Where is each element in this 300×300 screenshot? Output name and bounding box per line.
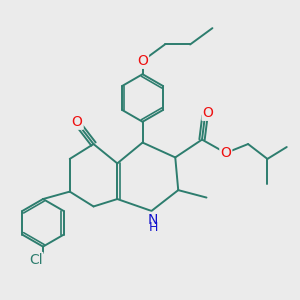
Text: O: O: [220, 146, 231, 160]
Text: O: O: [137, 54, 148, 68]
Text: O: O: [72, 115, 83, 129]
Text: O: O: [202, 106, 213, 120]
Text: N: N: [148, 213, 158, 227]
Text: Cl: Cl: [29, 253, 42, 267]
Text: H: H: [148, 221, 158, 234]
